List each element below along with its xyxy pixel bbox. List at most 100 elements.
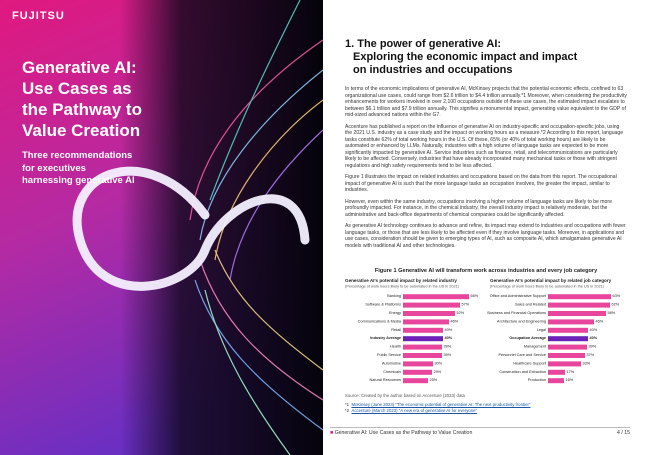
heading-line: Exploring the economic impact and impact xyxy=(353,51,578,63)
page-number: 4 / 15 xyxy=(617,430,630,436)
bar xyxy=(403,361,433,367)
bar xyxy=(403,369,432,375)
bar xyxy=(403,353,442,358)
heading-line: 1. The power of generative AI: xyxy=(345,38,502,50)
category-label: Business and Financial Operations xyxy=(487,311,546,315)
chart-subtitle: (Percentage of work hours likely to be a… xyxy=(490,285,605,289)
page-footer: ■ Generative AI: Use Cases as the Pathwa… xyxy=(330,427,630,436)
value-label: 39% xyxy=(589,345,597,349)
value-label: 66% xyxy=(471,294,479,298)
footnote: *1 McKinsey (June 2023) "The economic po… xyxy=(345,402,530,408)
value-label: 40% xyxy=(590,328,598,332)
footnote-mark: *2 xyxy=(345,408,350,413)
chart-title: Generative AI's potential impact by rela… xyxy=(490,278,612,283)
value-label: 40% xyxy=(445,336,453,340)
category-label: Management xyxy=(524,345,547,349)
paragraph: Accenture has published a report on the … xyxy=(345,123,624,169)
category-label: Public Service xyxy=(377,353,401,357)
value-label: 37% xyxy=(587,353,595,357)
category-label: Communications & Media xyxy=(358,319,402,323)
paragraph: In terms of the economic implications of… xyxy=(345,86,627,118)
bar xyxy=(403,319,449,325)
figure-source: Source: Created by the author based on A… xyxy=(345,393,465,398)
category-label: Legal xyxy=(537,328,546,332)
bar xyxy=(403,344,442,350)
category-label: Banking xyxy=(387,294,401,298)
bar xyxy=(548,302,610,308)
cover-subtitle: Three recommendations for executives har… xyxy=(22,150,135,186)
footnote-mark: *1 xyxy=(345,402,350,407)
category-label: Software & Platforms xyxy=(365,303,401,307)
paragraph: However, even within the same industry, … xyxy=(345,198,612,218)
category-label: Production xyxy=(528,378,546,382)
category-label: Construction and Extraction xyxy=(499,370,546,374)
category-label: Sales and Related xyxy=(515,303,546,307)
paragraph: Figure 1 illustrates the impact on relat… xyxy=(345,174,617,193)
category-label: Retail xyxy=(391,328,401,332)
chart-subtitle: (Percentage of work hours likely to be a… xyxy=(345,285,460,289)
bar xyxy=(403,311,455,316)
footnote: *2 Accenture (March 2023) "A new era of … xyxy=(345,408,530,414)
bar xyxy=(548,378,564,384)
footnotes: *1 McKinsey (June 2023) "The economic po… xyxy=(345,402,530,414)
value-label: 39% xyxy=(444,353,452,357)
category-label: Office and Administrative Support xyxy=(490,294,547,298)
value-label: 46% xyxy=(596,319,604,323)
paragraph: As generative AI technology continues to… xyxy=(345,223,626,249)
value-label: 17% xyxy=(567,370,575,374)
footnote-text[interactable]: McKinsey (June 2023) "The economic poten… xyxy=(351,402,531,407)
value-label: 16% xyxy=(566,378,574,382)
category-label: Architecture and Engineering xyxy=(497,319,546,323)
category-label: Chemicals xyxy=(383,370,401,374)
bar xyxy=(548,311,606,316)
value-label: 39% xyxy=(444,345,452,349)
brand-logo: FUJITSU xyxy=(12,10,65,22)
chart-title: Generative AI's potential impact by rela… xyxy=(345,278,457,283)
value-label: 63% xyxy=(613,294,621,298)
bar xyxy=(403,378,428,384)
value-label: 46% xyxy=(451,319,459,323)
category-label: Industry Average xyxy=(370,336,401,340)
value-label: 40% xyxy=(445,328,453,332)
value-label: 30% xyxy=(435,361,443,365)
bar xyxy=(403,294,469,300)
value-label: 62% xyxy=(612,303,620,307)
bar xyxy=(403,302,460,308)
bar xyxy=(548,353,585,358)
category-label: Health xyxy=(390,345,401,349)
value-label: 40% xyxy=(590,336,598,340)
category-label: Healthcare Support xyxy=(513,361,547,365)
footnote-text[interactable]: Accenture (March 2023) "A new era of gen… xyxy=(351,408,478,413)
category-label: Personnel Care and Service xyxy=(499,353,547,357)
heading-line: on industries and occupations xyxy=(353,64,513,76)
footer-title: Generative AI: Use Cases as the Pathway … xyxy=(334,430,473,436)
bar xyxy=(548,344,587,350)
body-text: In terms of the economic implications of… xyxy=(345,86,627,254)
cover-title: Generative AI: Use Cases as the Pathway … xyxy=(22,57,142,141)
title-line: Use Cases as xyxy=(22,79,132,98)
title-line: the Pathway to xyxy=(22,100,142,119)
value-label: 25% xyxy=(430,378,438,382)
category-label: Energy xyxy=(389,311,401,315)
value-label: 33% xyxy=(583,361,591,365)
figure-title: Figure 1 Generative AI will transform wo… xyxy=(374,268,598,274)
value-label: 52% xyxy=(457,311,465,315)
category-label: Automotive xyxy=(382,361,401,365)
category-label: Natural Resources xyxy=(370,378,402,382)
bar xyxy=(403,336,443,342)
value-label: 29% xyxy=(434,370,442,374)
bar xyxy=(548,327,588,333)
cover-art xyxy=(0,0,323,455)
title-line: Value Creation xyxy=(22,121,141,140)
value-label: 57% xyxy=(462,303,470,307)
bar xyxy=(548,319,594,325)
bar xyxy=(548,294,611,300)
bar xyxy=(403,327,443,333)
figure-charts: Generative AI's potential impact by rela… xyxy=(345,278,621,384)
cover-panel: FUJITSU Generative AI: Use Cases as the … xyxy=(0,0,323,455)
bar xyxy=(548,369,565,375)
bar xyxy=(548,361,581,367)
category-label: Occupation Average xyxy=(509,336,546,340)
title-line: Generative AI: xyxy=(22,58,137,77)
